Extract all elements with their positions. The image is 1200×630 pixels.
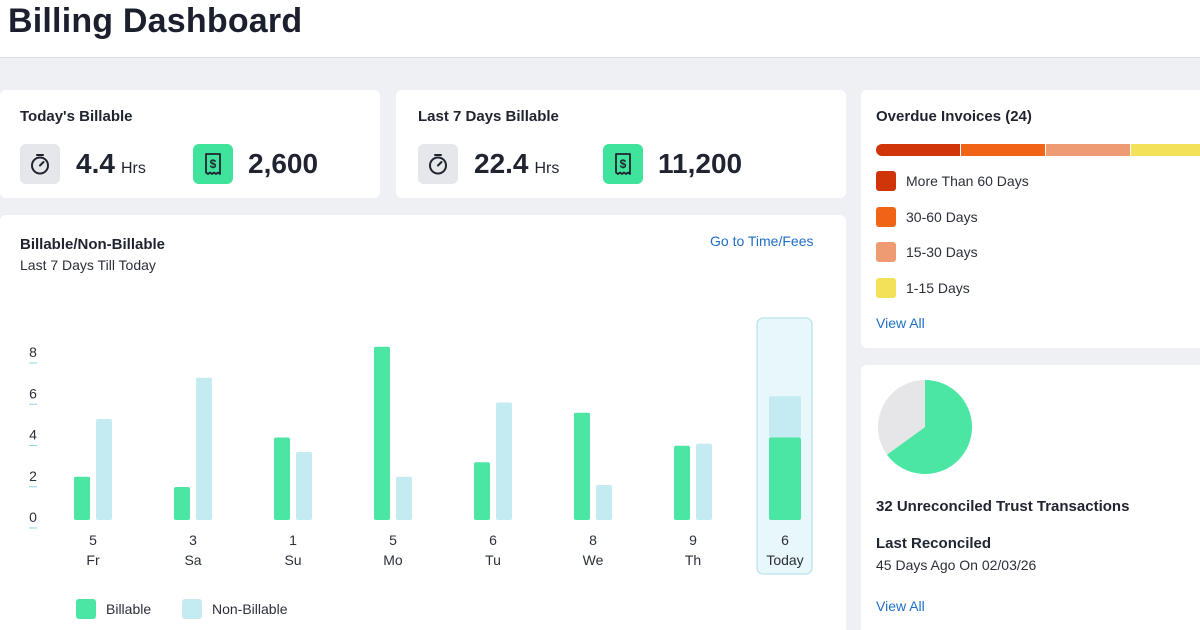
legend-swatch: [876, 206, 896, 227]
last7-billable-card: Last 7 Days Billable 22.4 Hrs $ 11,200: [396, 90, 846, 198]
x-day-number: 6: [489, 532, 497, 548]
card-title: Last 7 Days Billable: [418, 108, 559, 125]
overdue-bar-segment: [961, 144, 1045, 156]
overdue-bar-segment: [1046, 144, 1130, 156]
today-hours-unit: Hrs: [120, 160, 146, 177]
todays-billable-card: Today's Billable 4.4 Hrs $ 2,600: [0, 90, 380, 198]
legend-label: 1-15 Days: [906, 279, 970, 296]
nonbillable-swatch: [182, 599, 202, 619]
x-day-number: 9: [689, 532, 697, 548]
last7-hours-unit: Hrs: [534, 160, 560, 177]
x-day-number: 3: [189, 532, 197, 548]
bar-billable: [74, 476, 90, 520]
overdue-legend-item: 30-60 Days: [876, 206, 978, 227]
last-reconciled-label: Last Reconciled: [876, 535, 992, 552]
overdue-aging-bar: [876, 144, 1200, 156]
last7-hours: 22.4 Hrs: [474, 148, 559, 180]
trust-view-all-link[interactable]: View All: [876, 598, 925, 614]
legend-label: 15-30 Days: [906, 244, 978, 260]
bar-billable: [474, 462, 490, 520]
x-day-number: 5: [389, 532, 397, 548]
overdue-bar-segment: [876, 144, 960, 156]
stopwatch-icon: [20, 144, 60, 184]
overdue-invoices-card: Overdue Invoices (24) More Than 60 Days 3…: [861, 90, 1200, 348]
legend-swatch: [876, 171, 896, 191]
receipt-dollar-icon: $: [603, 144, 643, 184]
page-title: Billing Dashboard: [8, 2, 303, 40]
svg-text:$: $: [620, 157, 627, 171]
bar-billable: [274, 437, 290, 520]
overdue-view-all-link[interactable]: View All: [876, 315, 925, 331]
y-tick-label: 4: [29, 427, 37, 443]
billable-swatch: [76, 599, 96, 619]
x-category-label: We: [583, 552, 604, 568]
y-tick-label: 2: [29, 468, 37, 484]
overdue-title: Overdue Invoices (24): [876, 108, 1032, 125]
pie-slice-unreconciled: [878, 380, 925, 455]
trust-transactions-card: 32 Unreconciled Trust Transactions Last …: [861, 365, 1200, 630]
legend-billable: Billable: [76, 599, 151, 619]
bar-nonbillable: [496, 402, 512, 520]
x-category-label: Mo: [383, 552, 403, 568]
chart-title: Billable/Non-Billable: [20, 236, 166, 253]
bar-nonbillable: [96, 418, 112, 520]
overdue-bar-segment: [1131, 144, 1200, 156]
bar-nonbillable: [396, 476, 412, 520]
x-category-label: Fr: [86, 552, 100, 568]
bar-billable: [769, 437, 801, 520]
pie-slice-reconciled: [886, 380, 972, 474]
billable-chart-card: Billable/Non-Billable Last 7 Days Till T…: [0, 215, 846, 630]
chart-subtitle: Last 7 Days Till Today: [20, 257, 156, 273]
bar-nonbillable: [596, 484, 612, 520]
trust-title: 32 Unreconciled Trust Transactions: [876, 498, 1130, 515]
bar-chart: 0 2 4 6 8 5 Fr 3 Sa 1 Su 5 Mo 6 Tu 8 We 9 Th 6 Today: [29, 317, 813, 575]
x-day-number: 6: [781, 532, 789, 548]
legend-swatch: [876, 277, 896, 298]
bar-billable: [574, 412, 590, 520]
trust-pie-chart: [878, 380, 972, 474]
card-title: Today's Billable: [20, 108, 133, 125]
x-category-label: Today: [766, 552, 803, 568]
last7-hours-value: 22.4: [474, 148, 529, 179]
overdue-legend-item: 15-30 Days: [876, 242, 978, 262]
bar-billable: [674, 445, 690, 520]
bar-nonbillable: [769, 396, 801, 438]
stopwatch-icon: [418, 144, 458, 184]
bar-nonbillable: [296, 451, 312, 520]
legend-label: 30-60 Days: [906, 208, 978, 225]
legend-nonbillable: Non-Billable: [182, 599, 287, 619]
svg-text:$: $: [210, 157, 217, 171]
last7-amount: 11,200: [658, 148, 743, 179]
x-category-label: Su: [284, 552, 301, 568]
today-hours: 4.4 Hrs: [76, 148, 146, 180]
overdue-legend-item: More Than 60 Days: [876, 171, 1029, 191]
x-day-number: 1: [289, 532, 297, 548]
bar-nonbillable: [196, 377, 212, 520]
x-category-label: Tu: [485, 552, 501, 568]
bar-nonbillable: [696, 443, 712, 520]
y-tick-label: 0: [29, 509, 37, 525]
top-bar: Billing Dashboard: [0, 0, 1200, 58]
y-tick-label: 8: [29, 344, 37, 360]
today-amount: 2,600: [248, 148, 319, 179]
legend-nonbillable-label: Non-Billable: [212, 601, 288, 617]
bar-billable: [374, 346, 390, 520]
go-to-time-fees-link[interactable]: Go to Time/Fees: [710, 233, 814, 249]
bar-billable: [174, 487, 190, 520]
x-day-number: 5: [89, 532, 97, 548]
legend-swatch: [876, 242, 896, 262]
overdue-legend-item: 1-15 Days: [876, 277, 970, 298]
x-day-number: 8: [589, 532, 597, 548]
receipt-dollar-icon: $: [193, 144, 233, 184]
today-hours-value: 4.4: [76, 148, 115, 179]
y-tick-label: 6: [29, 385, 37, 401]
legend-billable-label: Billable: [106, 601, 152, 617]
x-category-label: Th: [685, 552, 701, 568]
legend-label: More Than 60 Days: [906, 173, 1029, 189]
last-reconciled-value: 45 Days Ago On 02/03/26: [876, 557, 1037, 573]
x-category-label: Sa: [184, 552, 201, 568]
